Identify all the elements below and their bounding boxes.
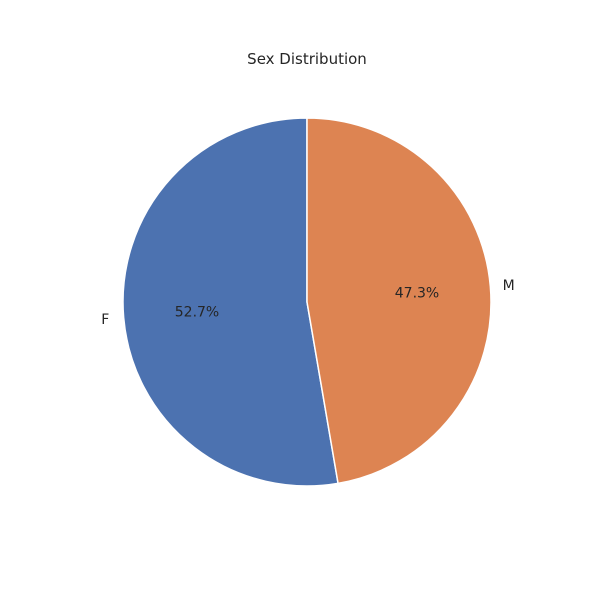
pie-labels: 52.7% F 47.3% M bbox=[101, 278, 514, 328]
pie-slice-m bbox=[306, 117, 492, 485]
chart-title: Sex Distribution bbox=[247, 50, 367, 68]
pct-label-f: 52.7% bbox=[175, 304, 219, 320]
category-label-m: M bbox=[503, 278, 515, 294]
pie-slices bbox=[122, 117, 492, 487]
pct-label-m: 47.3% bbox=[395, 286, 439, 302]
pie-slice-f bbox=[122, 117, 339, 487]
category-label-f: F bbox=[101, 312, 109, 328]
